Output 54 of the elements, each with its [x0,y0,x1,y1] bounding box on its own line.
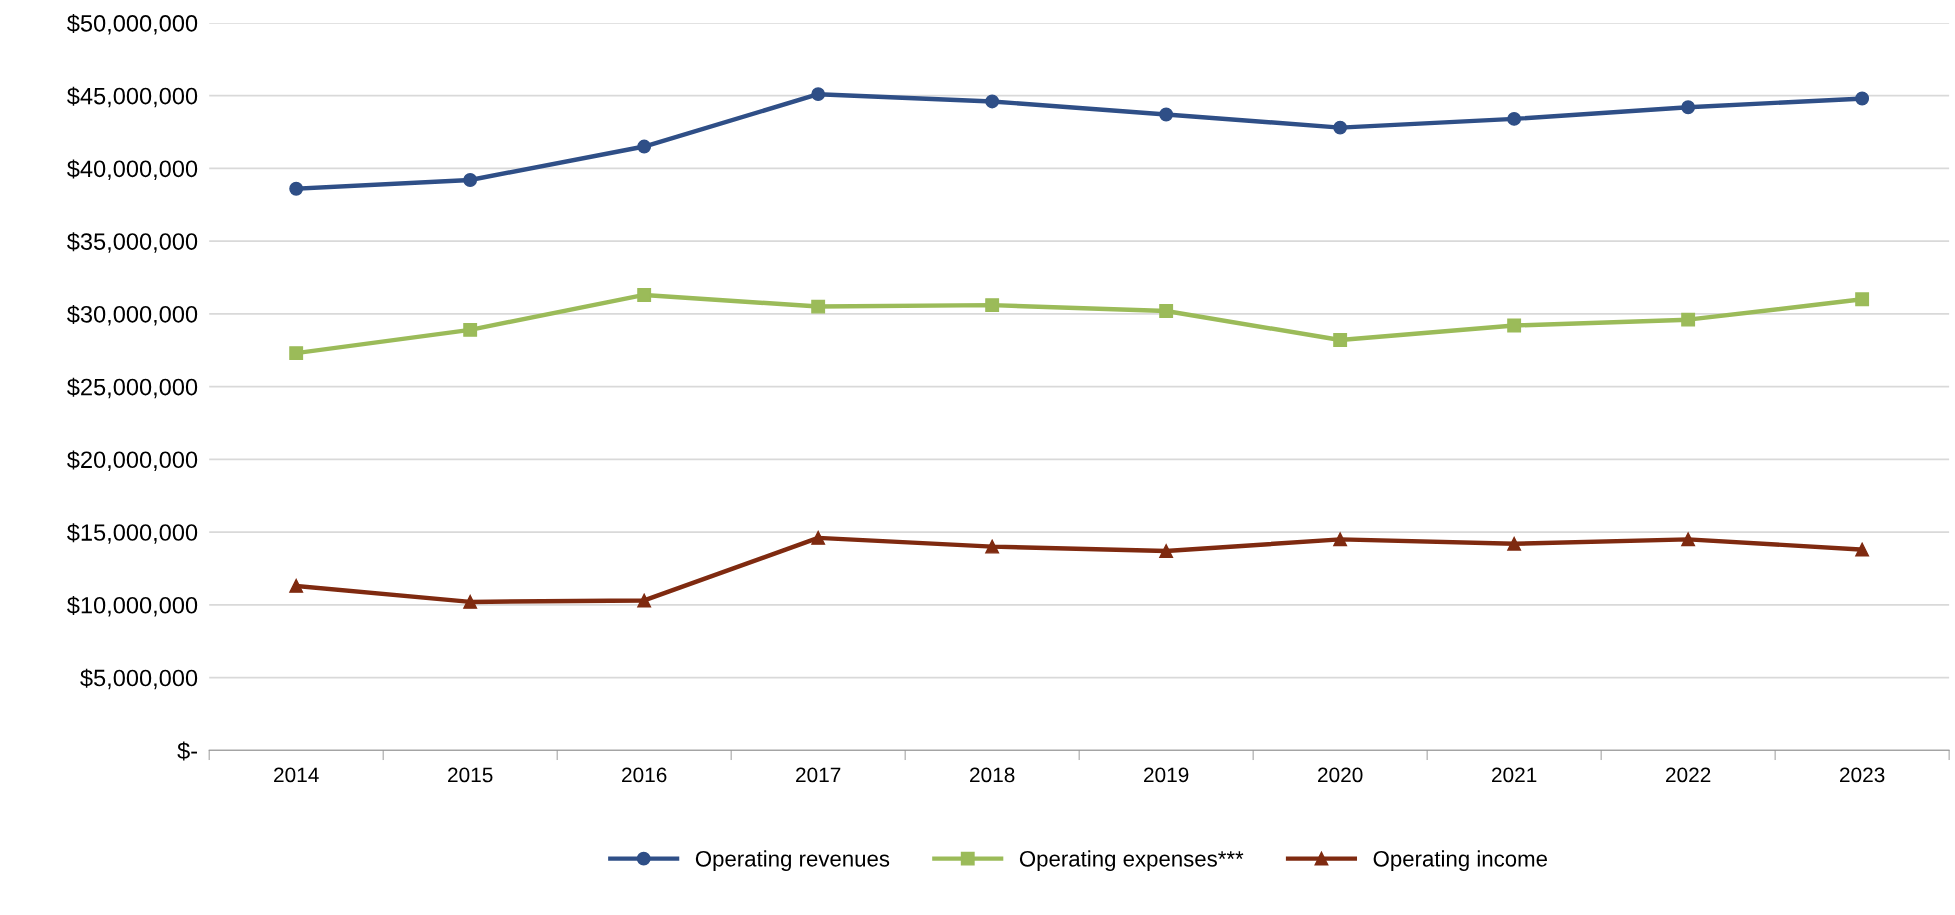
y-tick-label: $5,000,000 [80,668,198,690]
y-tick-label: $50,000,000 [67,13,198,35]
point [811,530,826,545]
point [637,593,652,608]
x-tick-label: 2018 [970,767,1015,783]
point [1159,107,1174,122]
point [1333,333,1348,347]
legend-label: Operating income [1373,850,1547,872]
y-tick-label: $25,000,000 [67,377,198,399]
point [289,578,304,593]
point [463,173,478,187]
point [811,299,826,314]
point [1159,303,1174,318]
point [1855,292,1870,307]
point [463,322,478,337]
point [1507,318,1522,333]
point [985,539,1000,554]
x-tick-label: 2019 [1144,767,1189,783]
point [1681,100,1696,115]
point [1681,312,1696,327]
point [1333,120,1348,135]
y-tick-label: $15,000,000 [67,523,198,544]
point [289,181,304,196]
y-tick-label: $10,000,000 [67,595,198,617]
point [1681,532,1696,547]
y-tick-label: $35,000,000 [67,232,198,253]
x-tick-label: 2020 [1318,767,1363,783]
point [463,594,478,609]
y-tick-label: $20,000,000 [67,450,198,471]
y-tick-label: $45,000,000 [67,86,198,108]
y-tick-label: $40,000,000 [67,159,198,180]
point [637,139,652,154]
y-tick-label: $- [177,741,198,761]
y-tick-label: $30,000,000 [67,304,198,326]
x-tick-label: 2016 [622,767,667,783]
point [1507,111,1522,126]
point [637,287,652,302]
x-tick-label: 2017 [796,767,841,783]
point [1507,536,1522,551]
point [289,346,304,361]
point [1159,544,1174,558]
legend-label: Operating expenses*** [1019,850,1244,872]
x-tick-label: 2023 [1840,767,1885,783]
point [1855,91,1870,106]
legend-label: Operating revenues [695,850,890,872]
x-tick-label: 2021 [1492,767,1537,783]
point [811,87,826,102]
x-tick-label: 2015 [448,767,493,783]
x-tick-label: 2022 [1666,767,1711,783]
point [1855,542,1870,557]
point [985,94,1000,109]
x-tick-label: 2014 [274,767,319,783]
point [985,298,1000,313]
point [1333,532,1348,547]
